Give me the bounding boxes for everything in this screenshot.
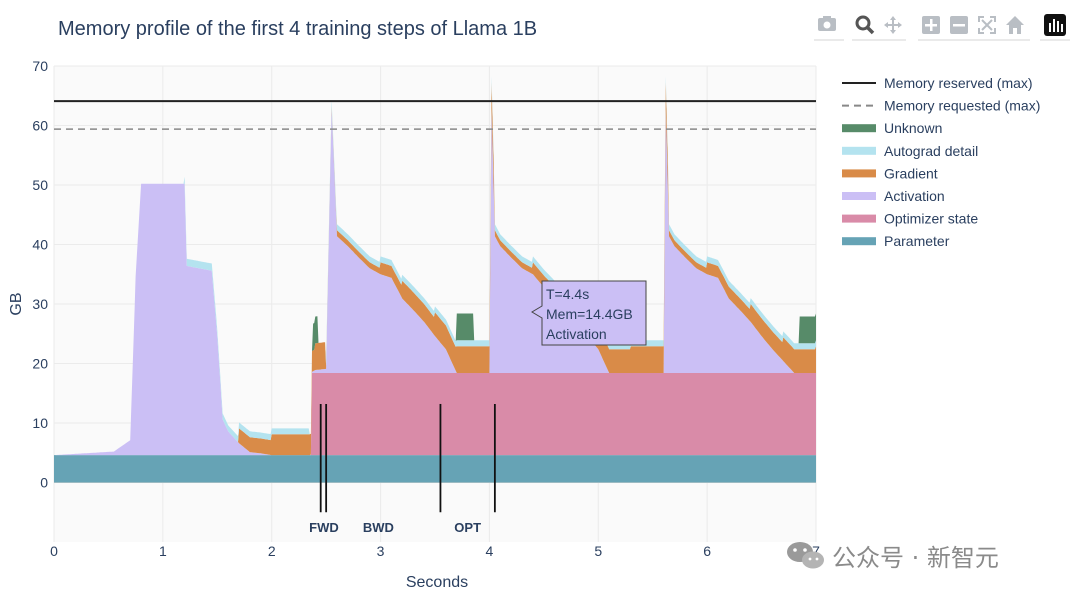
home-icon[interactable] — [1006, 16, 1024, 34]
y-axis-title: GB — [8, 292, 25, 315]
plotly-logo-icon[interactable] — [1044, 14, 1066, 36]
y-tick-label: 10 — [32, 415, 48, 431]
tooltip-category: Activation — [546, 326, 607, 342]
zoom-out-icon[interactable] — [950, 16, 968, 34]
phase-label-bwd: BWD — [363, 520, 394, 535]
legend-item-autograd-detail[interactable]: Autograd detail — [842, 143, 978, 159]
legend-swatch — [842, 124, 876, 133]
zoom-icon[interactable] — [855, 15, 875, 35]
phase-label-fwd: FWD — [309, 520, 339, 535]
y-tick-label: 20 — [32, 356, 48, 372]
y-tick-label: 40 — [32, 237, 48, 253]
plot-area[interactable] — [53, 65, 817, 542]
x-tick-label: 2 — [268, 543, 276, 559]
stacked-areas — [54, 76, 816, 483]
area-autograd-detail — [54, 76, 816, 456]
y-tick-label: 60 — [32, 118, 48, 134]
area-activation — [54, 108, 816, 456]
legend-item-parameter[interactable]: Parameter — [842, 233, 950, 249]
max-memory-lines — [54, 100, 816, 130]
area-optimizer-state — [54, 373, 816, 456]
x-tick-label: 3 — [377, 543, 385, 559]
legend-item-optimizer-state[interactable]: Optimizer state — [842, 211, 978, 227]
zoom-in-icon[interactable] — [922, 16, 940, 34]
x-axis-ticks: 0 1 2 3 4 5 6 7 — [50, 543, 820, 559]
legend-label: Memory reserved (max) — [884, 75, 1033, 91]
legend-label: Parameter — [884, 233, 950, 249]
hover-tooltip: T=4.4s Mem=14.4GB Activation — [531, 280, 647, 346]
legend-swatch — [842, 237, 876, 246]
legend-swatch — [842, 146, 876, 155]
area-gradient — [54, 82, 816, 456]
x-tick-label: 6 — [703, 543, 711, 559]
legend-label: Activation — [884, 188, 945, 204]
legend-label: Memory requested (max) — [884, 98, 1040, 114]
legend-item-unknown[interactable]: Unknown — [842, 120, 942, 136]
y-tick-label: 70 — [32, 58, 48, 74]
legend-label: Unknown — [884, 120, 942, 136]
area-parameter — [54, 455, 816, 483]
y-axis-ticks: 0 10 20 30 40 50 60 70 — [32, 58, 48, 491]
x-tick-label: 5 — [594, 543, 602, 559]
camera-icon[interactable] — [818, 16, 836, 31]
tooltip-memory: Mem=14.4GB — [546, 306, 633, 322]
y-tick-label: 50 — [32, 177, 48, 193]
x-tick-label: 1 — [159, 543, 167, 559]
y-tick-label: 0 — [40, 475, 48, 491]
legend-item-activation[interactable]: Activation — [842, 188, 945, 204]
watermark-text: 公众号 · 新智元 — [832, 544, 999, 572]
x-axis-title: Seconds — [406, 574, 468, 591]
tooltip-time: T=4.4s — [546, 286, 589, 302]
modebar[interactable] — [814, 14, 1070, 41]
legend-label: Optimizer state — [884, 211, 978, 227]
chart-title: Memory profile of the first 4 training s… — [58, 18, 537, 40]
legend-swatch — [842, 192, 876, 200]
phase-label-opt: OPT — [454, 520, 481, 535]
phase-lines — [319, 403, 496, 513]
phase-labels: FWD BWD OPT — [309, 520, 481, 535]
legend-label: Gradient — [884, 165, 938, 181]
y-tick-label: 30 — [32, 296, 48, 312]
x-tick-label: 4 — [486, 543, 494, 559]
tooltip-box — [531, 280, 647, 346]
legend-swatch — [842, 169, 876, 178]
wechat-icon — [787, 542, 824, 569]
legend[interactable]: Memory reserved (max) Memory requested (m… — [842, 75, 1040, 249]
legend-item-gradient[interactable]: Gradient — [842, 165, 938, 181]
legend-item-memory-requested-max[interactable]: Memory requested (max) — [842, 98, 1040, 114]
legend-item-memory-reserved-max[interactable]: Memory reserved (max) — [842, 75, 1033, 91]
legend-swatch — [842, 214, 876, 223]
legend-label: Autograd detail — [884, 143, 978, 159]
watermark: 公众号 · 新智元 — [787, 542, 999, 572]
autoscale-icon[interactable] — [978, 16, 996, 34]
x-tick-label: 7 — [812, 543, 820, 559]
x-tick-label: 0 — [50, 543, 58, 559]
pan-icon[interactable] — [884, 16, 902, 34]
